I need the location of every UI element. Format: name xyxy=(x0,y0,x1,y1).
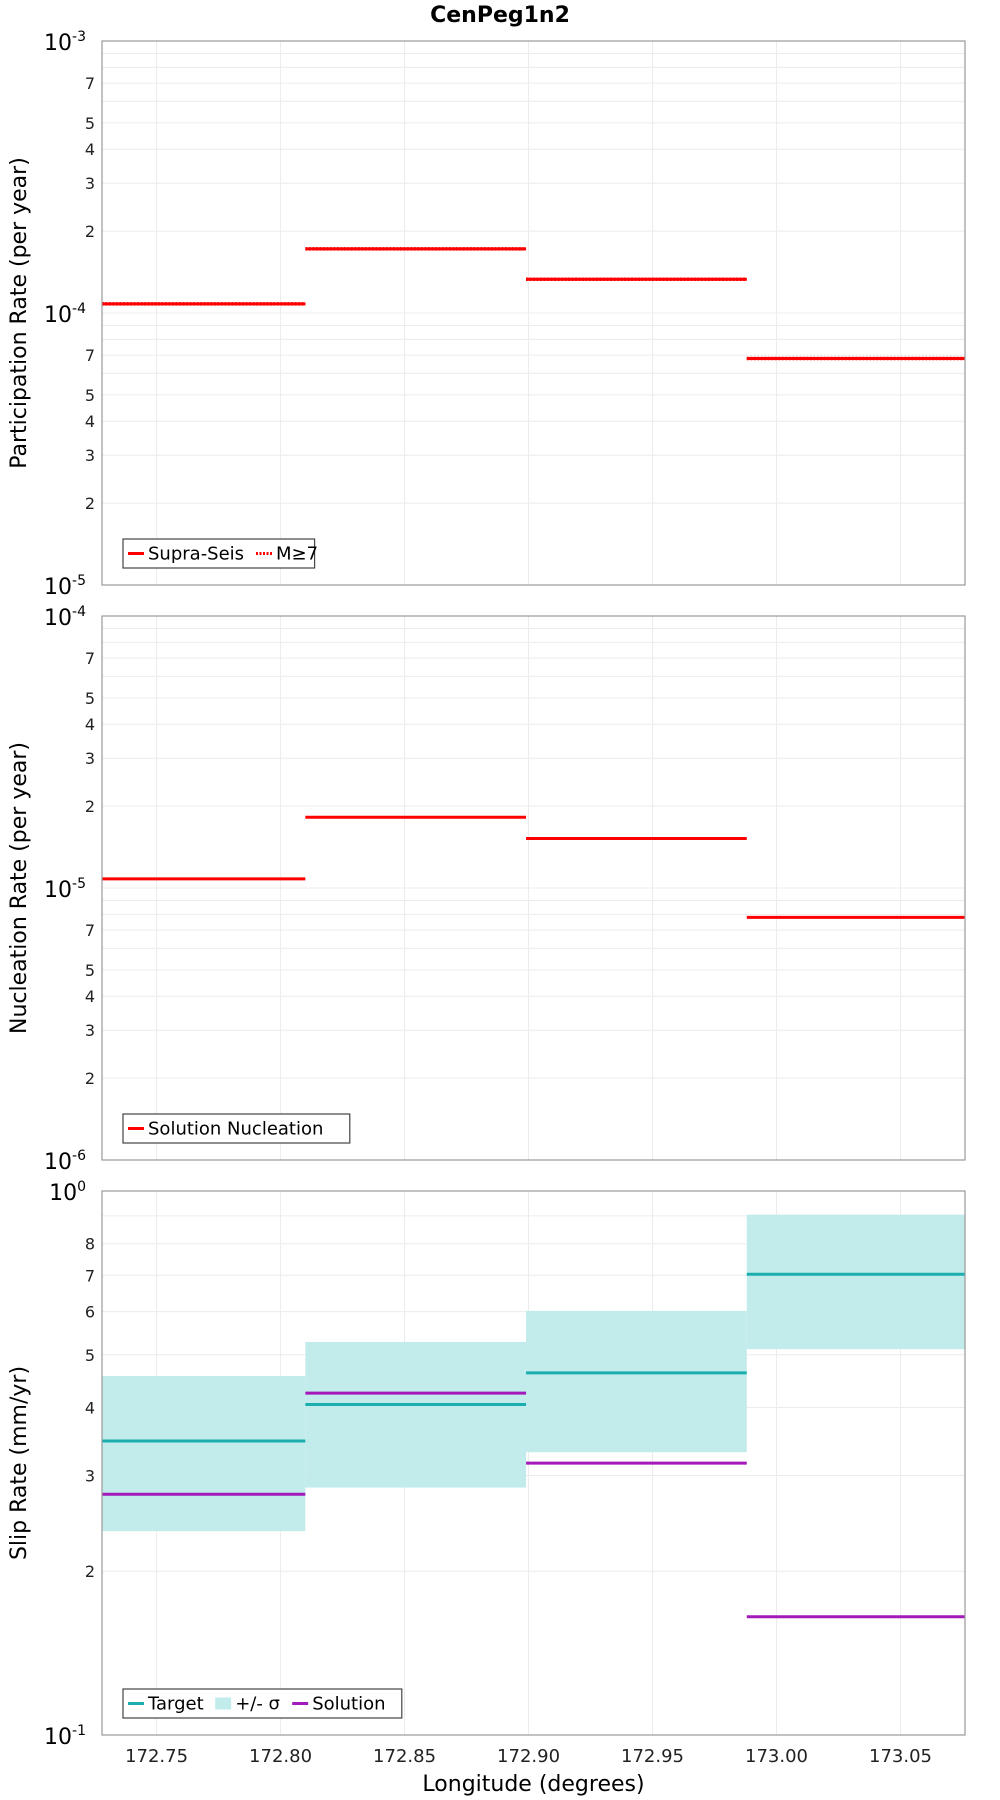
plot-frame xyxy=(101,1190,966,1736)
y-decade-label: 10-5 xyxy=(44,876,86,903)
y-tick-label: 5 xyxy=(85,689,95,708)
y-tick-label: 7 xyxy=(85,346,95,365)
y-tick-label: 2 xyxy=(85,1562,95,1581)
y-decade-base: 10 xyxy=(44,606,72,631)
legend-label-m-7: M≥7 xyxy=(276,544,318,565)
y-decade-label: 10-4 xyxy=(44,604,86,631)
legend: Solution Nucleation xyxy=(122,1113,351,1144)
y-decade-base: 10 xyxy=(44,1725,72,1750)
y-tick-label: 8 xyxy=(85,1235,95,1254)
y-tick-label: 2 xyxy=(85,222,95,241)
y-tick-label: 7 xyxy=(85,921,95,940)
y-decade-exponent: -5 xyxy=(72,573,86,589)
y-decade-base: 10 xyxy=(49,1181,77,1206)
y-decade-exponent: -1 xyxy=(72,1723,86,1739)
y-decade-label: 10-6 xyxy=(44,1148,86,1175)
plot-frame xyxy=(101,40,966,586)
y-tick-label: 4 xyxy=(85,140,95,159)
y-tick-label: 6 xyxy=(85,1303,95,1322)
legend-label-entry-1: +/- σ xyxy=(235,1694,280,1715)
legend-label-solution-nucleation: Solution Nucleation xyxy=(148,1119,323,1140)
y-decade-label: 10-5 xyxy=(44,573,86,600)
legend-swatch-entry-1 xyxy=(215,1697,232,1710)
y-decade-label: 10-1 xyxy=(44,1723,86,1750)
legend-label-supra-seis: Supra-Seis xyxy=(148,544,244,565)
x-tick-label: 172.75 xyxy=(125,1746,188,1767)
y-tick-label: 3 xyxy=(85,446,95,465)
y-decade-label: 10-4 xyxy=(44,301,86,328)
y-decade-base: 10 xyxy=(44,31,72,56)
legend-box xyxy=(122,1113,351,1144)
x-tick-label: 172.95 xyxy=(621,1746,684,1767)
y-tick-label: 5 xyxy=(85,1346,95,1365)
y-decade-base: 10 xyxy=(44,1150,72,1175)
legend: Target +/- σ Solution xyxy=(122,1688,403,1719)
y-tick-label: 4 xyxy=(85,412,95,431)
x-tick-label: 172.80 xyxy=(249,1746,312,1767)
figure-title: CenPeg1n2 xyxy=(430,3,570,28)
x-tick-label: 173.00 xyxy=(745,1746,808,1767)
y-tick-label: 3 xyxy=(85,1021,95,1040)
x-tick-label: 172.85 xyxy=(373,1746,436,1767)
sigma-band-3 xyxy=(526,1310,747,1453)
y-decade-exponent: -3 xyxy=(72,29,86,45)
legend: Supra-Seis M≥7 xyxy=(122,538,318,569)
y-decade-exponent: -4 xyxy=(72,301,86,317)
y-decade-base: 10 xyxy=(44,575,72,600)
y-decade-exponent: -6 xyxy=(72,1148,86,1164)
y-tick-label: 3 xyxy=(85,749,95,768)
y-tick-label: 2 xyxy=(85,1069,95,1088)
y-axis-label: Nucleation Rate (per year) xyxy=(7,742,32,1034)
y-tick-label: 5 xyxy=(85,961,95,980)
y-tick-label: 4 xyxy=(85,987,95,1006)
y-tick-label: 7 xyxy=(85,1266,95,1285)
y-decade-label: 100 xyxy=(49,1179,86,1206)
y-tick-label: 5 xyxy=(85,386,95,405)
x-tick-label: 173.05 xyxy=(869,1746,932,1767)
y-tick-label: 3 xyxy=(85,1466,95,1485)
legend-box xyxy=(122,1688,403,1719)
y-axis-label: Participation Rate (per year) xyxy=(7,157,32,469)
legend-label-target: Target xyxy=(147,1694,204,1715)
y-tick-label: 4 xyxy=(85,1398,95,1417)
y-tick-label: 7 xyxy=(85,74,95,93)
legend-box xyxy=(122,538,316,569)
sigma-band-2 xyxy=(305,1341,527,1488)
y-decade-base: 10 xyxy=(44,878,72,903)
y-decade-label: 10-3 xyxy=(44,29,86,56)
y-tick-label: 5 xyxy=(85,114,95,133)
y-tick-label: 2 xyxy=(85,494,95,513)
sigma-band-4 xyxy=(746,1214,965,1350)
y-tick-label: 3 xyxy=(85,174,95,193)
legend-label-solution: Solution xyxy=(312,1694,385,1715)
x-axis-label: Longitude (degrees) xyxy=(422,1772,644,1797)
y-axis-label: Slip Rate (mm/yr) xyxy=(7,1366,32,1560)
sigma-band-1 xyxy=(102,1376,306,1532)
y-decade-exponent: -4 xyxy=(72,604,86,620)
y-tick-label: 2 xyxy=(85,797,95,816)
y-decade-exponent: -5 xyxy=(72,876,86,892)
y-tick-label: 4 xyxy=(85,715,95,734)
x-tick-label: 172.90 xyxy=(497,1746,560,1767)
y-tick-label: 7 xyxy=(85,649,95,668)
y-decade-exponent: 0 xyxy=(77,1179,86,1195)
y-decade-base: 10 xyxy=(44,303,72,328)
plot-frame xyxy=(101,615,966,1161)
